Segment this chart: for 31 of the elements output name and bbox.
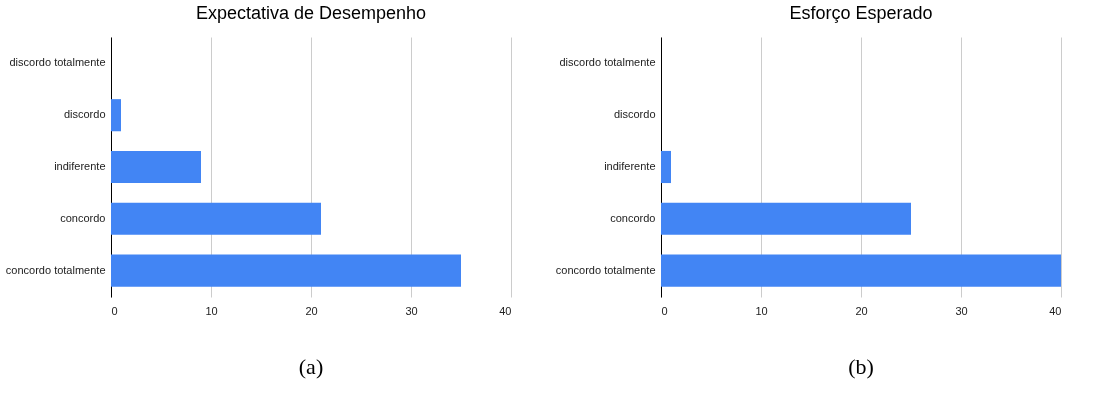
y-tick-label: concordo totalmente — [5, 263, 106, 276]
bar — [661, 254, 1061, 287]
y-tick-label: concordo — [610, 211, 656, 224]
text: (a) — [298, 354, 324, 379]
bar — [111, 99, 121, 132]
x-tick-label: 10 — [755, 304, 768, 317]
x-tick-label: 0 — [661, 304, 668, 317]
y-tick-label: discordo totalmente — [9, 56, 106, 69]
x-tick-label: 20 — [305, 304, 318, 317]
x-tick-label: 0 — [111, 304, 118, 317]
bar — [111, 150, 201, 184]
y-tick-label: concordo — [60, 211, 106, 224]
x-tick-label: 30 — [955, 304, 968, 317]
x-tick-label: 40 — [1049, 304, 1062, 317]
bar — [111, 202, 321, 235]
y-tick-label: discordo — [613, 108, 656, 121]
chart-title: Expectativa de Desempenho — [195, 3, 427, 23]
y-tick-label: discordo totalmente — [559, 56, 656, 69]
x-tick-label: 10 — [205, 304, 218, 317]
chart-title: Esforço Esperado — [789, 3, 933, 23]
bar — [661, 150, 671, 184]
text: (b) — [848, 354, 874, 379]
x-tick-label: 20 — [855, 304, 868, 317]
x-tick-label: 30 — [405, 304, 418, 317]
y-tick-label: discordo — [63, 108, 106, 121]
y-tick-label: concordo totalmente — [555, 263, 656, 276]
bar — [661, 202, 911, 235]
bar — [111, 254, 461, 287]
y-tick-label: indiferente — [54, 160, 106, 172]
y-tick-label: indiferente — [604, 160, 656, 172]
x-tick-label: 40 — [499, 304, 512, 317]
